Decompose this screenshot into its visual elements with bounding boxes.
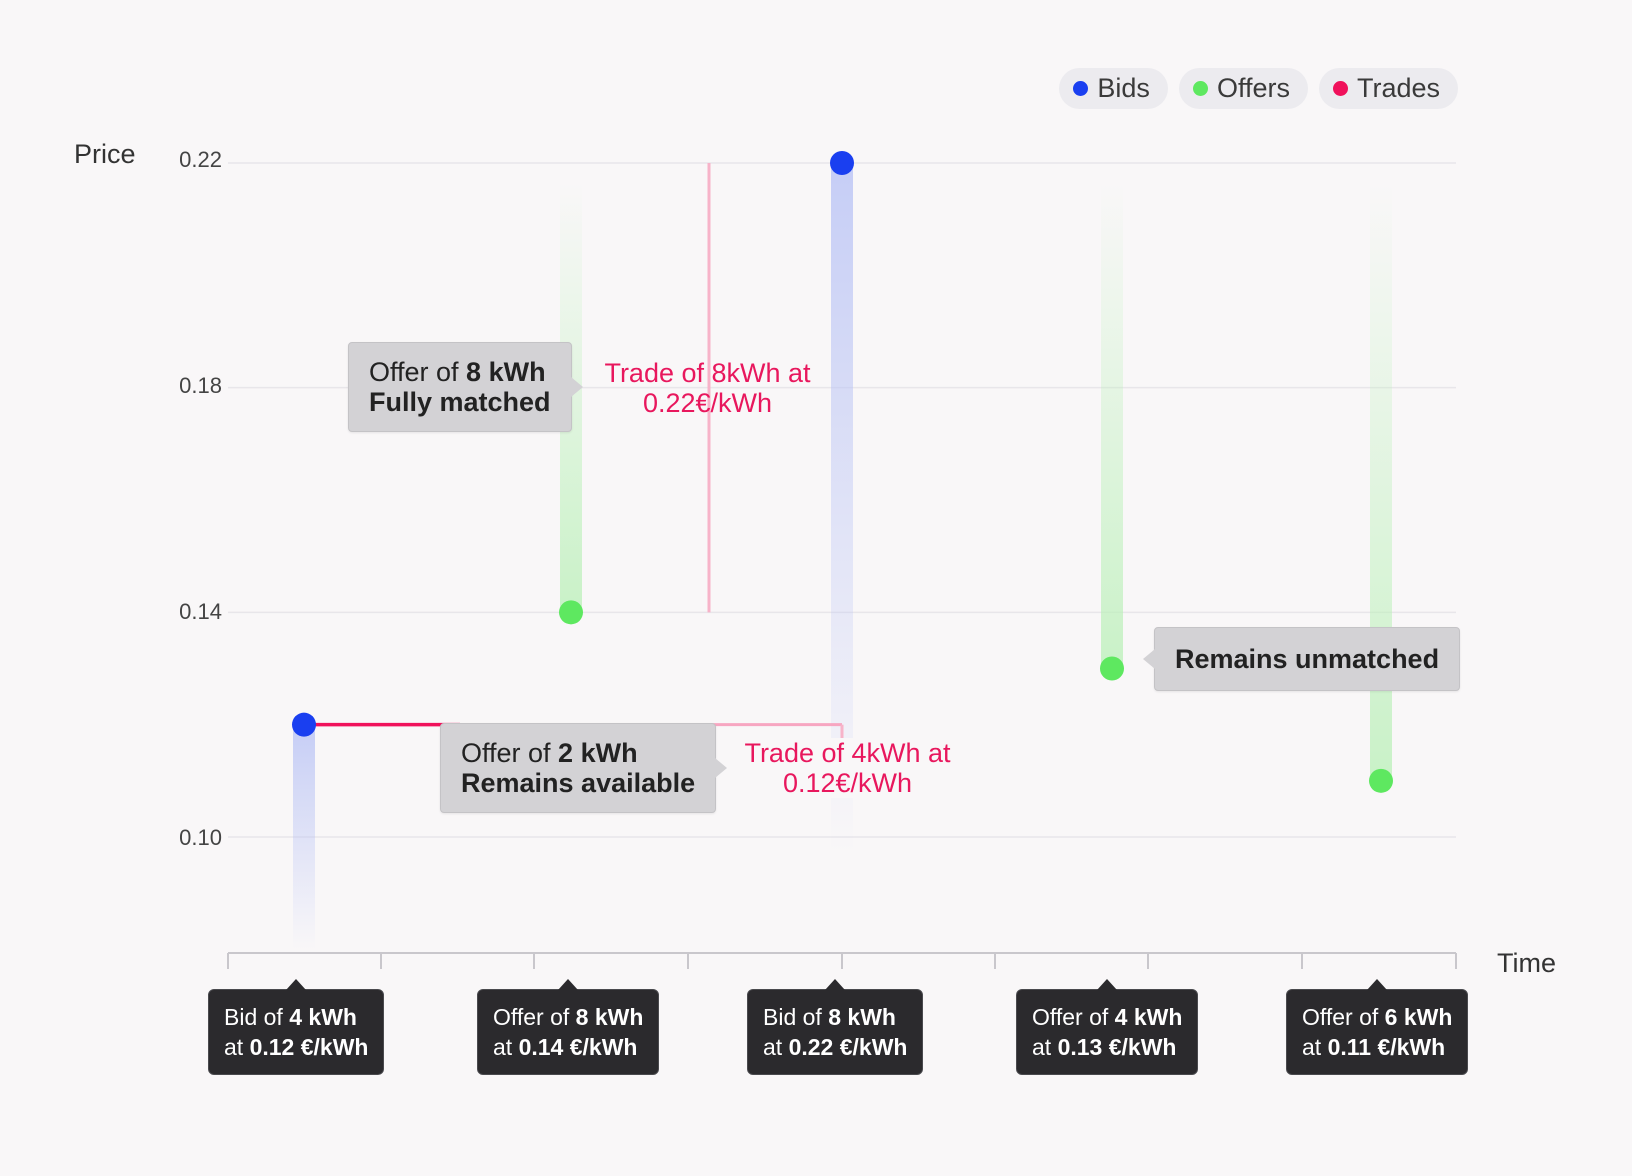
- y-tick-label: 0.10: [179, 825, 222, 850]
- offer-price-bar: [1101, 183, 1123, 669]
- offers-dot-icon: [1192, 81, 1208, 96]
- trade-label-line: Trade of 8kWh at: [604, 358, 811, 388]
- tooltip-offer-5: Offer of 6 kWh at 0.11 €/kWh: [1286, 979, 1469, 1075]
- tooltip-price: 0.13 €/kWh: [1057, 1034, 1177, 1060]
- tooltip-price: 0.22 €/kWh: [788, 1034, 908, 1060]
- callout-remains-available: Offer of 2 kWh Remains available: [440, 723, 728, 813]
- offer-point: [1100, 656, 1124, 681]
- tooltip-amount: 4 kWh: [289, 1004, 357, 1030]
- x-axis-title: Time: [1497, 948, 1556, 978]
- tooltip-amount: 8 kWh: [828, 1004, 896, 1030]
- tooltip-text: at: [1302, 1034, 1328, 1060]
- callout-fully-matched: Offer of 8 kWh Fully matched: [348, 342, 583, 432]
- trade-label-line: Trade of 4kWh at: [744, 738, 951, 768]
- tooltip-text: at: [763, 1034, 789, 1060]
- callout-text: Offer of: [369, 357, 467, 387]
- trade-label-8kwh: Trade of 8kWh at 0.22€/kWh: [590, 358, 825, 418]
- bid-point: [830, 151, 854, 175]
- tooltip-bid-3: Bid of 8 kWh at 0.22 €/kWh: [747, 979, 924, 1075]
- tooltip-pointer: [1367, 979, 1388, 990]
- tooltip-text: at: [224, 1034, 250, 1060]
- trade-label-line: 0.22€/kWh: [642, 388, 773, 418]
- offer-price-bar: [1370, 183, 1392, 781]
- trade-label-line: 0.12€/kWh: [782, 768, 913, 798]
- tooltip-text: at: [493, 1034, 519, 1060]
- bid-point: [292, 712, 316, 737]
- callout-text: Offer of: [461, 738, 559, 768]
- offer-point: [1369, 768, 1393, 793]
- tooltip-text: Offer of: [1302, 1004, 1385, 1030]
- tooltip-amount: 6 kWh: [1384, 1004, 1453, 1030]
- offer-point: [559, 600, 583, 625]
- tooltip-price: 0.11 €/kWh: [1327, 1034, 1446, 1060]
- tooltip-text: Offer of: [1032, 1004, 1115, 1030]
- tooltip-text: at: [1032, 1034, 1058, 1060]
- tooltip-offer-4: Offer of 4 kWh at 0.13 €/kWh: [1016, 979, 1199, 1075]
- legend-item-trades[interactable]: Trades: [1318, 68, 1458, 109]
- callout-status: Remains available: [461, 768, 696, 798]
- tooltip-text: Offer of: [493, 1004, 576, 1030]
- bid-price-bar: [293, 724, 315, 950]
- tooltip-pointer: [286, 979, 307, 990]
- y-axis-title: Price: [74, 139, 136, 169]
- callout-status: Remains unmatched: [1175, 644, 1440, 674]
- tooltip-amount: 4 kWh: [1114, 1004, 1183, 1030]
- callout-remains-unmatched: Remains unmatched: [1143, 627, 1461, 691]
- legend-item-offers[interactable]: Offers: [1178, 68, 1308, 109]
- tooltip-text: Bid of: [224, 1004, 290, 1030]
- tooltip-bid-1: Bid of 4 kWh at 0.12 €/kWh: [208, 979, 385, 1075]
- legend: Bids Offers Trades: [1059, 68, 1458, 109]
- legend-label-trades: Trades: [1356, 73, 1440, 103]
- y-tick-label: 0.14: [179, 599, 222, 624]
- tooltip-offer-2: Offer of 8 kWh at 0.14 €/kWh: [477, 979, 660, 1075]
- legend-item-bids[interactable]: Bids: [1059, 68, 1168, 109]
- callout-pointer: [570, 377, 583, 397]
- tooltip-pointer: [825, 979, 846, 990]
- callout-status: Fully matched: [369, 387, 551, 417]
- tooltip-pointer: [1097, 979, 1118, 990]
- y-tick-label: 0.22: [179, 147, 222, 172]
- tooltip-text: Bid of: [763, 1004, 829, 1030]
- callout-pointer: [1143, 649, 1155, 669]
- legend-label-bids: Bids: [1097, 73, 1150, 103]
- bid-price-bar: [831, 163, 853, 853]
- tooltip-price: 0.14 €/kWh: [518, 1034, 638, 1060]
- legend-label-offers: Offers: [1216, 73, 1290, 103]
- trade-label-4kwh: Trade of 4kWh at 0.12€/kWh: [730, 738, 965, 798]
- tooltip-amount: 8 kWh: [575, 1004, 644, 1030]
- callout-pointer: [715, 758, 728, 778]
- callout-amount: 2 kWh: [558, 738, 638, 768]
- bids-dot-icon: [1073, 81, 1089, 96]
- trades-dot-icon: [1332, 81, 1348, 96]
- y-tick-label: 0.18: [179, 373, 222, 398]
- tooltip-pointer: [558, 979, 579, 990]
- tooltip-price: 0.12 €/kWh: [249, 1034, 369, 1060]
- callout-amount: 8 kWh: [466, 357, 546, 387]
